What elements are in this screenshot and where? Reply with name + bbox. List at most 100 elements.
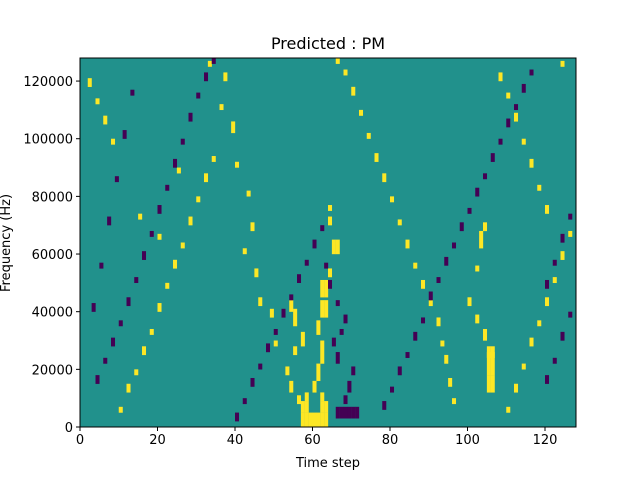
- heatmap-cell-low: [103, 357, 108, 364]
- heatmap-cell-low: [165, 184, 170, 191]
- heatmap-cell-high: [103, 115, 108, 125]
- heatmap-cell-low: [483, 173, 488, 180]
- y-tick-label: 80000: [32, 190, 73, 205]
- x-tick-label: 0: [76, 433, 84, 448]
- heatmap-cell-high: [157, 233, 162, 240]
- heatmap-cell-high: [157, 303, 162, 312]
- heatmap-cell-low: [335, 352, 340, 364]
- heatmap-cell-high: [537, 184, 542, 191]
- heatmap-cell-low: [560, 233, 565, 243]
- y-tick-label: 120000: [23, 75, 73, 90]
- heatmap-cell-high: [529, 337, 534, 347]
- heatmap-cell-high: [142, 346, 147, 356]
- y-tick-label: 40000: [32, 306, 73, 321]
- y-tick-label: 20000: [32, 363, 73, 378]
- heatmap-cell-high: [413, 262, 418, 269]
- heatmap-cell-high: [335, 239, 340, 255]
- heatmap-cell-low: [180, 138, 185, 145]
- heatmap-cell-low: [355, 406, 360, 419]
- heatmap-cell-high: [537, 320, 542, 327]
- heatmap-cell-high: [149, 328, 154, 335]
- heatmap-cell-high: [324, 401, 329, 413]
- heatmap-cell-low: [281, 308, 286, 318]
- heatmap-cell-high: [320, 392, 325, 402]
- heatmap-cell-low: [328, 279, 333, 289]
- heatmap-cell-high: [331, 239, 336, 255]
- heatmap-cell-low: [114, 176, 119, 183]
- heatmap-cell-high: [320, 412, 325, 428]
- heatmap-cell-high: [351, 86, 356, 96]
- heatmap-cell-high: [293, 308, 298, 327]
- heatmap-cell-high: [273, 340, 278, 347]
- heatmap-cell-low: [320, 225, 325, 232]
- heatmap-cell-high: [316, 320, 321, 335]
- x-axis: 0 20 40 60 80 100 120: [76, 427, 557, 448]
- heatmap-cell-low: [444, 256, 449, 266]
- heatmap-cell-low: [552, 357, 557, 364]
- heatmap-cell-high: [320, 279, 325, 298]
- heatmap-cell-low: [258, 363, 263, 370]
- x-tick-label: 80: [382, 433, 399, 448]
- heatmap-cell-high: [529, 158, 534, 168]
- heatmap-cell-low: [568, 213, 573, 220]
- heatmap-cell-low: [142, 251, 147, 260]
- heatmap-cell-high: [486, 352, 491, 376]
- heatmap-cell-high: [304, 412, 309, 428]
- heatmap-cell-high: [289, 380, 294, 393]
- heatmap-cell-high: [180, 242, 185, 249]
- heatmap-cell-high: [328, 216, 333, 226]
- heatmap-cell-low: [421, 317, 426, 324]
- heatmap-cell-high: [545, 205, 550, 214]
- heatmap-cell-high: [486, 375, 491, 393]
- heatmap-cell-low: [467, 207, 472, 214]
- heatmap-cell-low: [122, 130, 127, 139]
- heatmap-cell-high: [452, 398, 457, 405]
- heatmap-cell-low: [560, 331, 565, 341]
- heatmap-cell-high: [258, 297, 263, 307]
- heatmap-cell-low: [335, 300, 340, 307]
- heatmap-cell-low: [436, 277, 441, 284]
- heatmap-cell-high: [444, 354, 449, 364]
- chart-title: Predicted : PM: [271, 34, 385, 53]
- heatmap-cell-low: [347, 380, 352, 393]
- heatmap-cell-high: [479, 230, 484, 249]
- heatmap-cell-high: [173, 259, 178, 269]
- heatmap-cell-low: [273, 328, 278, 335]
- heatmap-cell-high: [436, 317, 441, 327]
- heatmap-cell-low: [382, 401, 387, 410]
- heatmap-cell-low: [111, 337, 116, 347]
- heatmap-cell-high: [545, 297, 550, 307]
- heatmap-cell-high: [490, 375, 495, 393]
- heatmap-cell-high: [390, 196, 395, 203]
- heatmap-cell-high: [506, 406, 511, 413]
- heatmap-cell-high: [506, 92, 511, 99]
- heatmap-cell-low: [490, 153, 495, 162]
- heatmap-cell-high: [308, 412, 313, 428]
- heatmap-cell-high: [289, 300, 294, 312]
- heatmap-cell-high: [514, 112, 519, 122]
- heatmap-cell-high: [475, 265, 480, 272]
- heatmap-cell-low: [475, 187, 480, 197]
- heatmap-cell-low: [157, 205, 162, 214]
- heatmap-cell-high: [188, 216, 193, 226]
- heatmap-cell-low: [331, 337, 336, 347]
- heatmap-cell-low: [545, 279, 550, 289]
- heatmap-cell-low: [266, 343, 271, 353]
- heatmap-cell-high: [312, 412, 317, 428]
- heatmap-cell-low: [99, 262, 104, 269]
- x-tick-label: 20: [149, 433, 166, 448]
- heatmap-cell-low: [498, 138, 503, 145]
- heatmap-cell-high: [521, 363, 526, 370]
- heatmap-cell-high: [250, 222, 255, 232]
- heatmap-cell-high: [235, 161, 240, 168]
- plot-frame: [79, 57, 577, 428]
- heatmap-cell-high: [328, 268, 333, 278]
- y-tick-label: 100000: [23, 133, 73, 148]
- heatmap-cell-high: [196, 196, 201, 203]
- heatmap-cell-high: [242, 248, 247, 255]
- heatmap-cell-low: [196, 92, 201, 99]
- heatmap-cell-high: [440, 340, 445, 347]
- heatmap-cell-high: [300, 331, 305, 347]
- x-axis-label: Time step: [295, 456, 360, 471]
- heatmap-cell-high: [312, 380, 317, 393]
